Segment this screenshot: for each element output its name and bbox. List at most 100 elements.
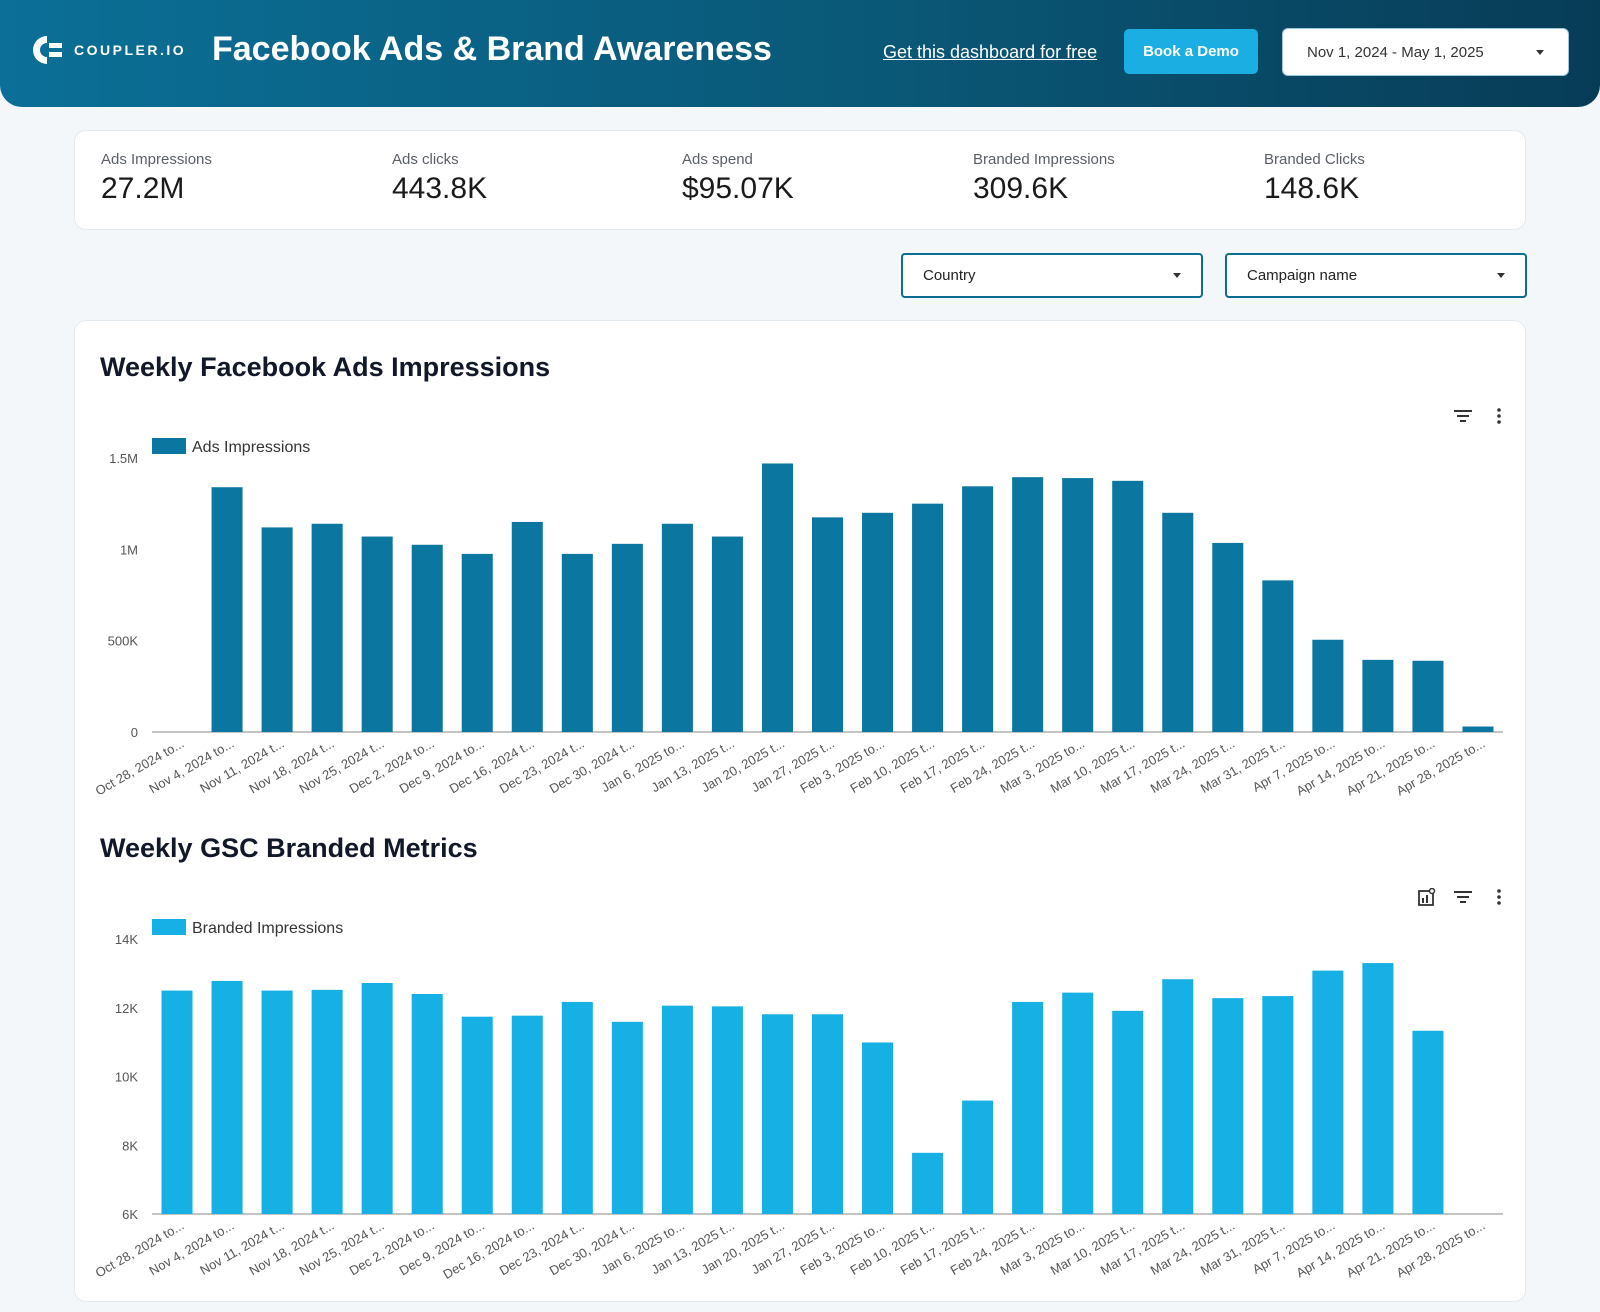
kpi-value: $95.07K — [682, 172, 794, 205]
ads-y-tick-label: 500K — [108, 634, 139, 649]
branded-bar — [862, 1042, 894, 1214]
ads-bar — [761, 463, 793, 732]
more-options-icon[interactable] — [1488, 886, 1510, 908]
ads-x-tick-label: Dec 2, 2024 to... — [347, 736, 437, 797]
ads-legend-label: Ads Impressions — [192, 439, 310, 456]
ads-bar — [411, 544, 443, 732]
branded-bar — [1212, 998, 1244, 1214]
ads-x-tick-label: Feb 24, 2025 t... — [948, 736, 1038, 796]
branded-legend-label: Branded Impressions — [192, 920, 343, 937]
ads-x-tick-label: Apr 14, 2025 to... — [1294, 736, 1388, 799]
branded-x-tick-label: Nov 4, 2024 to... — [146, 1218, 236, 1279]
branded-bar — [161, 990, 193, 1214]
branded-bar — [461, 1016, 493, 1214]
ads-bar — [1012, 477, 1044, 732]
branded-x-tick-label: Apr 28, 2025 to... — [1394, 1218, 1488, 1281]
country-filter[interactable]: Country — [901, 253, 1203, 298]
filter-icon[interactable] — [1452, 886, 1474, 908]
ads-bar — [461, 553, 493, 732]
branded-y-tick-label: 14K — [115, 932, 138, 947]
ads-x-tick-label: Dec 9, 2024 to... — [397, 736, 487, 797]
ads-x-tick-label: Mar 17, 2025 t... — [1098, 736, 1187, 796]
branded-bar — [361, 983, 393, 1214]
ads-x-tick-label: Mar 24, 2025 t... — [1148, 736, 1237, 796]
page-title: Facebook Ads & Brand Awareness — [212, 30, 772, 68]
ads-x-tick-label: Apr 28, 2025 to... — [1394, 736, 1488, 799]
branded-x-tick-label: Dec 2, 2024 to... — [347, 1218, 437, 1279]
branded-x-tick-label: Nov 11, 2024 t... — [197, 1218, 286, 1278]
date-range-value: Nov 1, 2024 - May 1, 2025 — [1307, 43, 1484, 61]
ads-bar — [561, 553, 593, 732]
ads-bar — [1412, 660, 1444, 732]
ads-bar — [1312, 639, 1344, 732]
kpi-label: Ads clicks — [392, 151, 459, 168]
branded-x-tick-label: Jan 13, 2025 t... — [649, 1218, 737, 1278]
ads-bar — [611, 543, 643, 732]
branded-bar — [1412, 1030, 1444, 1214]
header-bar: COUPLER.IO Facebook Ads & Brand Awarenes… — [0, 0, 1600, 107]
kpi-label: Branded Impressions — [973, 151, 1115, 168]
ads-bar — [1362, 659, 1394, 732]
ads-bar — [811, 517, 844, 732]
ads-x-tick-label: Nov 25, 2024 t... — [297, 736, 387, 797]
branded-legend-swatch — [152, 919, 186, 935]
ads-x-tick-label: Nov 4, 2024 to... — [146, 736, 236, 797]
branded-x-tick-label: Jan 6, 2025 to... — [599, 1218, 687, 1278]
ads-x-tick-label: Nov 18, 2024 t... — [247, 736, 337, 797]
chevron-down-icon — [1497, 273, 1505, 278]
branded-x-tick-label: Mar 10, 2025 t... — [1048, 1218, 1137, 1278]
branded-y-tick-label: 10K — [115, 1070, 138, 1085]
kpi-label: Ads Impressions — [101, 151, 212, 168]
date-range-select[interactable]: Nov 1, 2024 - May 1, 2025 — [1282, 28, 1569, 76]
ads-x-tick-label: Oct 28, 2024 to... — [93, 736, 187, 799]
ads-x-tick-label: Jan 13, 2025 t... — [649, 736, 737, 796]
branded-x-tick-label: Nov 25, 2024 t... — [297, 1218, 387, 1279]
ads-bar — [211, 487, 243, 732]
chevron-down-icon — [1173, 273, 1181, 278]
branded-bar — [561, 1001, 593, 1214]
branded-bar — [1112, 1010, 1144, 1214]
branded-bar — [711, 1006, 743, 1214]
ads-bar — [1062, 478, 1094, 732]
more-options-icon[interactable] — [1488, 405, 1510, 427]
branded-x-tick-label: Mar 3, 2025 to... — [998, 1218, 1087, 1278]
ads-bar — [1262, 580, 1294, 732]
branded-bar — [912, 1152, 944, 1214]
get-dashboard-link[interactable]: Get this dashboard for free — [883, 42, 1098, 62]
ads-x-tick-label: Jan 20, 2025 t... — [699, 736, 787, 796]
branded-x-tick-label: Mar 31, 2025 t... — [1198, 1218, 1287, 1278]
ads-bar — [1212, 542, 1244, 732]
branded-x-tick-label: Nov 18, 2024 t... — [247, 1218, 337, 1279]
ads-bar — [912, 503, 944, 732]
filter-icon[interactable] — [1452, 405, 1474, 427]
branded-y-tick-label: 12K — [115, 1001, 138, 1016]
brand-logo[interactable]: COUPLER.IO — [30, 33, 186, 67]
ads-chart-toolbar — [1452, 405, 1510, 427]
branded-x-tick-label: Mar 17, 2025 t... — [1098, 1218, 1187, 1278]
branded-chart-toolbar — [1416, 886, 1510, 908]
book-demo-button[interactable]: Book a Demo — [1124, 29, 1258, 74]
ads-x-tick-label: Dec 23, 2024 t... — [497, 736, 587, 797]
ads-chart-title: Weekly Facebook Ads Impressions — [100, 352, 551, 382]
ads-bar — [261, 527, 293, 732]
ads-bar — [511, 521, 543, 732]
branded-bar — [1162, 979, 1194, 1214]
branded-y-tick-label: 6K — [122, 1207, 138, 1222]
kpi-branded-clicks: Branded Clicks 148.6K — [1264, 151, 1365, 206]
chart-insights-icon[interactable] — [1416, 886, 1438, 908]
branded-x-tick-label: Oct 28, 2024 to... — [93, 1218, 187, 1281]
branded-x-tick-label: Feb 10, 2025 t... — [848, 1218, 938, 1278]
branded-bar — [1062, 992, 1094, 1214]
country-filter-label: Country — [923, 267, 976, 284]
ads-y-tick-label: 0 — [131, 725, 138, 740]
branded-bar — [611, 1021, 643, 1214]
branded-bar — [211, 980, 243, 1214]
branded-bar — [811, 1014, 844, 1214]
branded-bar — [1012, 1001, 1044, 1214]
ads-x-tick-label: Mar 3, 2025 to... — [998, 736, 1087, 796]
branded-x-tick-label: Dec 30, 2024 t... — [547, 1218, 637, 1279]
branded-bar — [1362, 963, 1394, 1214]
branded-bar — [1262, 996, 1294, 1214]
branded-bar — [761, 1014, 793, 1214]
campaign-filter[interactable]: Campaign name — [1225, 253, 1527, 298]
